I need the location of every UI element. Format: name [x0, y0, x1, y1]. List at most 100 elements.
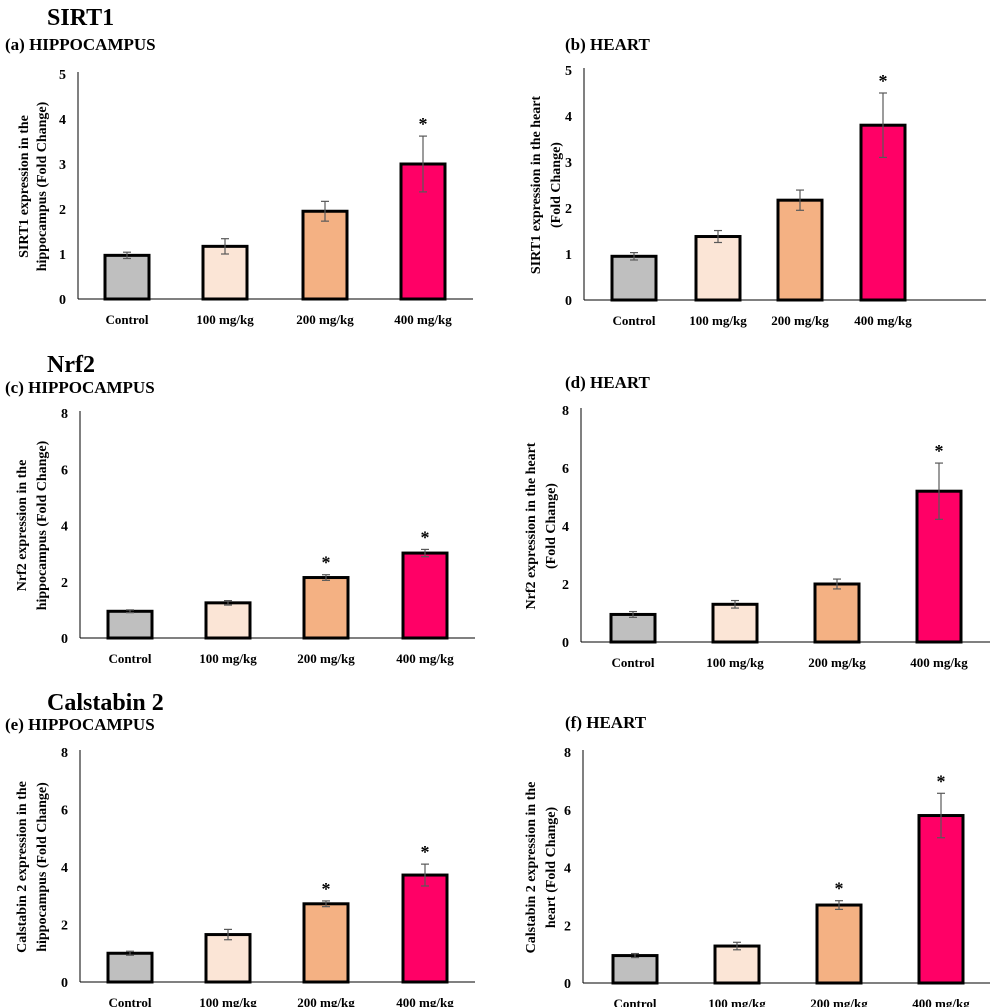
error-bar: [796, 189, 804, 211]
y-tick-label: 0: [564, 977, 571, 992]
x-tick-label: 400 mg/kg: [396, 651, 454, 666]
error-bar: [421, 863, 429, 887]
significance-marker: *: [419, 114, 428, 134]
bar-control: [106, 951, 154, 984]
y-axis-label: hippocampus (Fold Change): [35, 782, 50, 952]
x-tick-label: 200 mg/kg: [771, 313, 829, 328]
bar-control: [609, 612, 657, 644]
x-tick-label: 400 mg/kg: [912, 996, 970, 1007]
error-bar: [731, 599, 739, 609]
bar-control: [103, 253, 151, 301]
y-axis-label: Nrf2 expression in the heart: [524, 442, 539, 609]
panel-title: (d) HEART: [565, 373, 651, 392]
panel-title: (a) HIPPOCAMPUS: [5, 35, 156, 54]
y-axis-label: hippocampus (Fold Change): [35, 440, 50, 610]
significance-marker: *: [322, 879, 331, 899]
x-tick-label: 200 mg/kg: [297, 995, 355, 1007]
x-tick-label: 200 mg/kg: [808, 655, 866, 670]
x-tick-label: 400 mg/kg: [394, 312, 452, 327]
y-tick-label: 2: [564, 919, 571, 934]
x-tick-label: 100 mg/kg: [199, 651, 257, 666]
significance-marker: *: [421, 842, 430, 862]
x-tick-label: 200 mg/kg: [810, 996, 868, 1007]
section-title-calstabin2: Calstabin 2: [47, 690, 164, 716]
y-tick-label: 5: [59, 68, 66, 83]
y-tick-label: 0: [59, 293, 66, 308]
y-axis-label: hippocampus (Fold Change): [35, 101, 50, 271]
bar-200-mg-kg: [813, 582, 861, 644]
y-tick-label: 2: [61, 919, 68, 934]
error-bar: [123, 251, 131, 260]
y-tick-label: 4: [565, 110, 572, 125]
x-tick-label: Control: [612, 313, 655, 328]
bar-control: [611, 954, 659, 985]
y-tick-label: 6: [61, 804, 68, 819]
y-tick-label: 4: [61, 520, 68, 535]
y-tick-label: 6: [562, 462, 569, 477]
error-bar: [835, 900, 843, 910]
error-bar: [421, 548, 429, 558]
y-tick-label: 0: [562, 636, 569, 651]
bar-100-mg-kg: [713, 944, 761, 985]
error-bar: [322, 574, 330, 581]
significance-marker: *: [322, 553, 331, 573]
significance-marker: *: [421, 527, 430, 547]
significance-marker: *: [879, 71, 888, 91]
error-bar: [879, 92, 887, 158]
error-bar: [224, 928, 232, 941]
x-tick-label: 100 mg/kg: [196, 312, 254, 327]
chart-panel-c: (c) HIPPOCAMPUS 0 2 4 6 8 Nrf2 expression in t…: [5, 378, 475, 666]
error-bar: [221, 238, 229, 255]
error-bar: [321, 200, 329, 222]
y-axis-label: Nrf2 expression in the: [15, 460, 30, 592]
error-bar: [733, 941, 741, 951]
y-tick-label: 2: [562, 578, 569, 593]
x-tick-label: Control: [105, 312, 148, 327]
error-bar: [419, 135, 427, 193]
chart-panel-a: (a) HIPPOCAMPUS 0 1 2 3 4 5 SIRT1 expression in…: [5, 35, 473, 327]
bar-400-mg-kg: [401, 551, 449, 640]
y-axis-label: SIRT1 expression in the heart: [529, 96, 544, 274]
y-tick-label: 0: [61, 632, 68, 647]
y-axis-label: Calstabin 2 expression in the: [15, 781, 30, 953]
y-tick-label: 2: [61, 576, 68, 591]
y-tick-label: 3: [59, 158, 66, 173]
x-tick-label: 200 mg/kg: [297, 651, 355, 666]
bar-100-mg-kg: [204, 933, 252, 984]
significance-marker: *: [835, 879, 844, 899]
bar-400-mg-kg: [917, 814, 965, 985]
panel-title: (b) HEART: [565, 35, 651, 54]
y-tick-label: 0: [565, 294, 572, 309]
bar-100-mg-kg: [204, 601, 252, 640]
panel-title: (c) HIPPOCAMPUS: [5, 378, 155, 397]
x-tick-label: Control: [108, 995, 151, 1007]
y-tick-label: 8: [61, 746, 68, 761]
y-tick-label: 4: [59, 113, 66, 128]
x-tick-label: 400 mg/kg: [854, 313, 912, 328]
error-bar: [629, 610, 637, 618]
section-title-sirt1: SIRT1: [47, 5, 114, 31]
y-tick-label: 0: [61, 976, 68, 991]
bar-100-mg-kg: [694, 235, 742, 302]
error-bar: [630, 252, 638, 261]
significance-marker: *: [937, 771, 946, 791]
y-tick-label: 2: [59, 203, 66, 218]
x-tick-label: 100 mg/kg: [708, 996, 766, 1007]
y-axis-label: (Fold Change): [549, 142, 564, 228]
section-title-nrf2: Nrf2: [47, 352, 95, 378]
x-tick-label: 100 mg/kg: [689, 313, 747, 328]
y-tick-label: 5: [565, 64, 572, 79]
x-tick-label: Control: [108, 651, 151, 666]
y-tick-label: 8: [562, 404, 569, 419]
error-bar: [224, 599, 232, 606]
x-tick-label: 400 mg/kg: [910, 655, 968, 670]
y-tick-label: 4: [61, 861, 68, 876]
bar-200-mg-kg: [301, 209, 349, 301]
bar-400-mg-kg: [401, 873, 449, 984]
bar-200-mg-kg: [776, 198, 824, 302]
y-axis-label: SIRT1 expression in the: [17, 115, 32, 258]
error-bar: [935, 462, 943, 520]
panel-title: (f) HEART: [565, 713, 647, 732]
error-bar: [714, 229, 722, 244]
error-bar: [126, 609, 134, 614]
